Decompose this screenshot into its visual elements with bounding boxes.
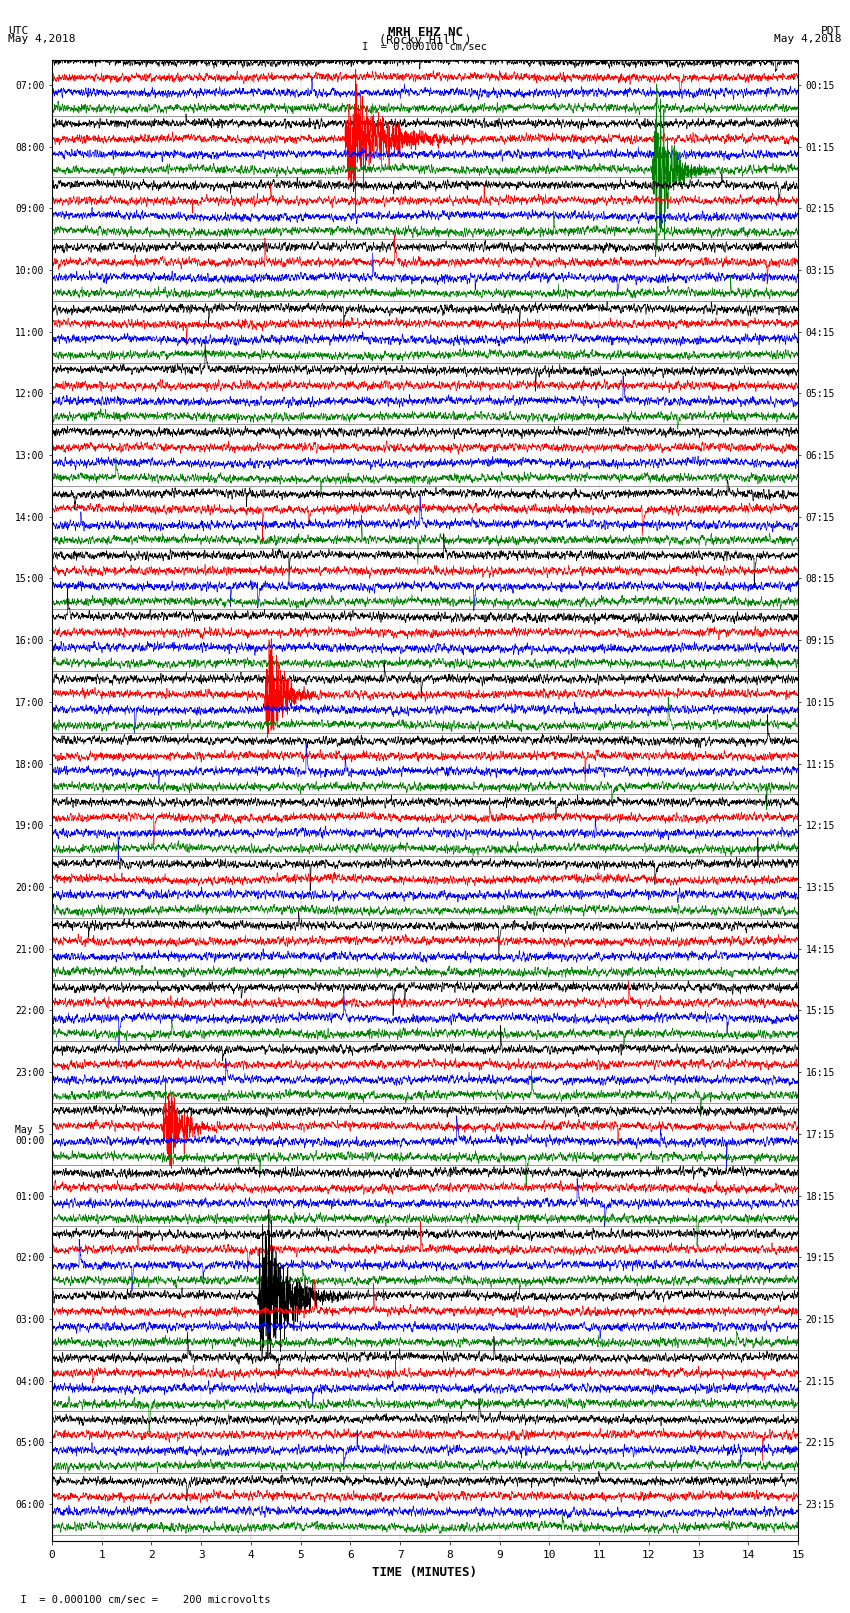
Text: UTC: UTC <box>8 26 29 35</box>
Text: MRH EHZ NC: MRH EHZ NC <box>388 26 462 39</box>
Text: PDT: PDT <box>821 26 842 35</box>
Text: (Rocky Hill ): (Rocky Hill ) <box>379 34 471 47</box>
Text: May 4,2018: May 4,2018 <box>774 34 842 44</box>
Text: May 4,2018: May 4,2018 <box>8 34 76 44</box>
X-axis label: TIME (MINUTES): TIME (MINUTES) <box>372 1566 478 1579</box>
Text: I  = 0.000100 cm/sec: I = 0.000100 cm/sec <box>362 42 488 52</box>
Text: I  = 0.000100 cm/sec =    200 microvolts: I = 0.000100 cm/sec = 200 microvolts <box>8 1595 271 1605</box>
